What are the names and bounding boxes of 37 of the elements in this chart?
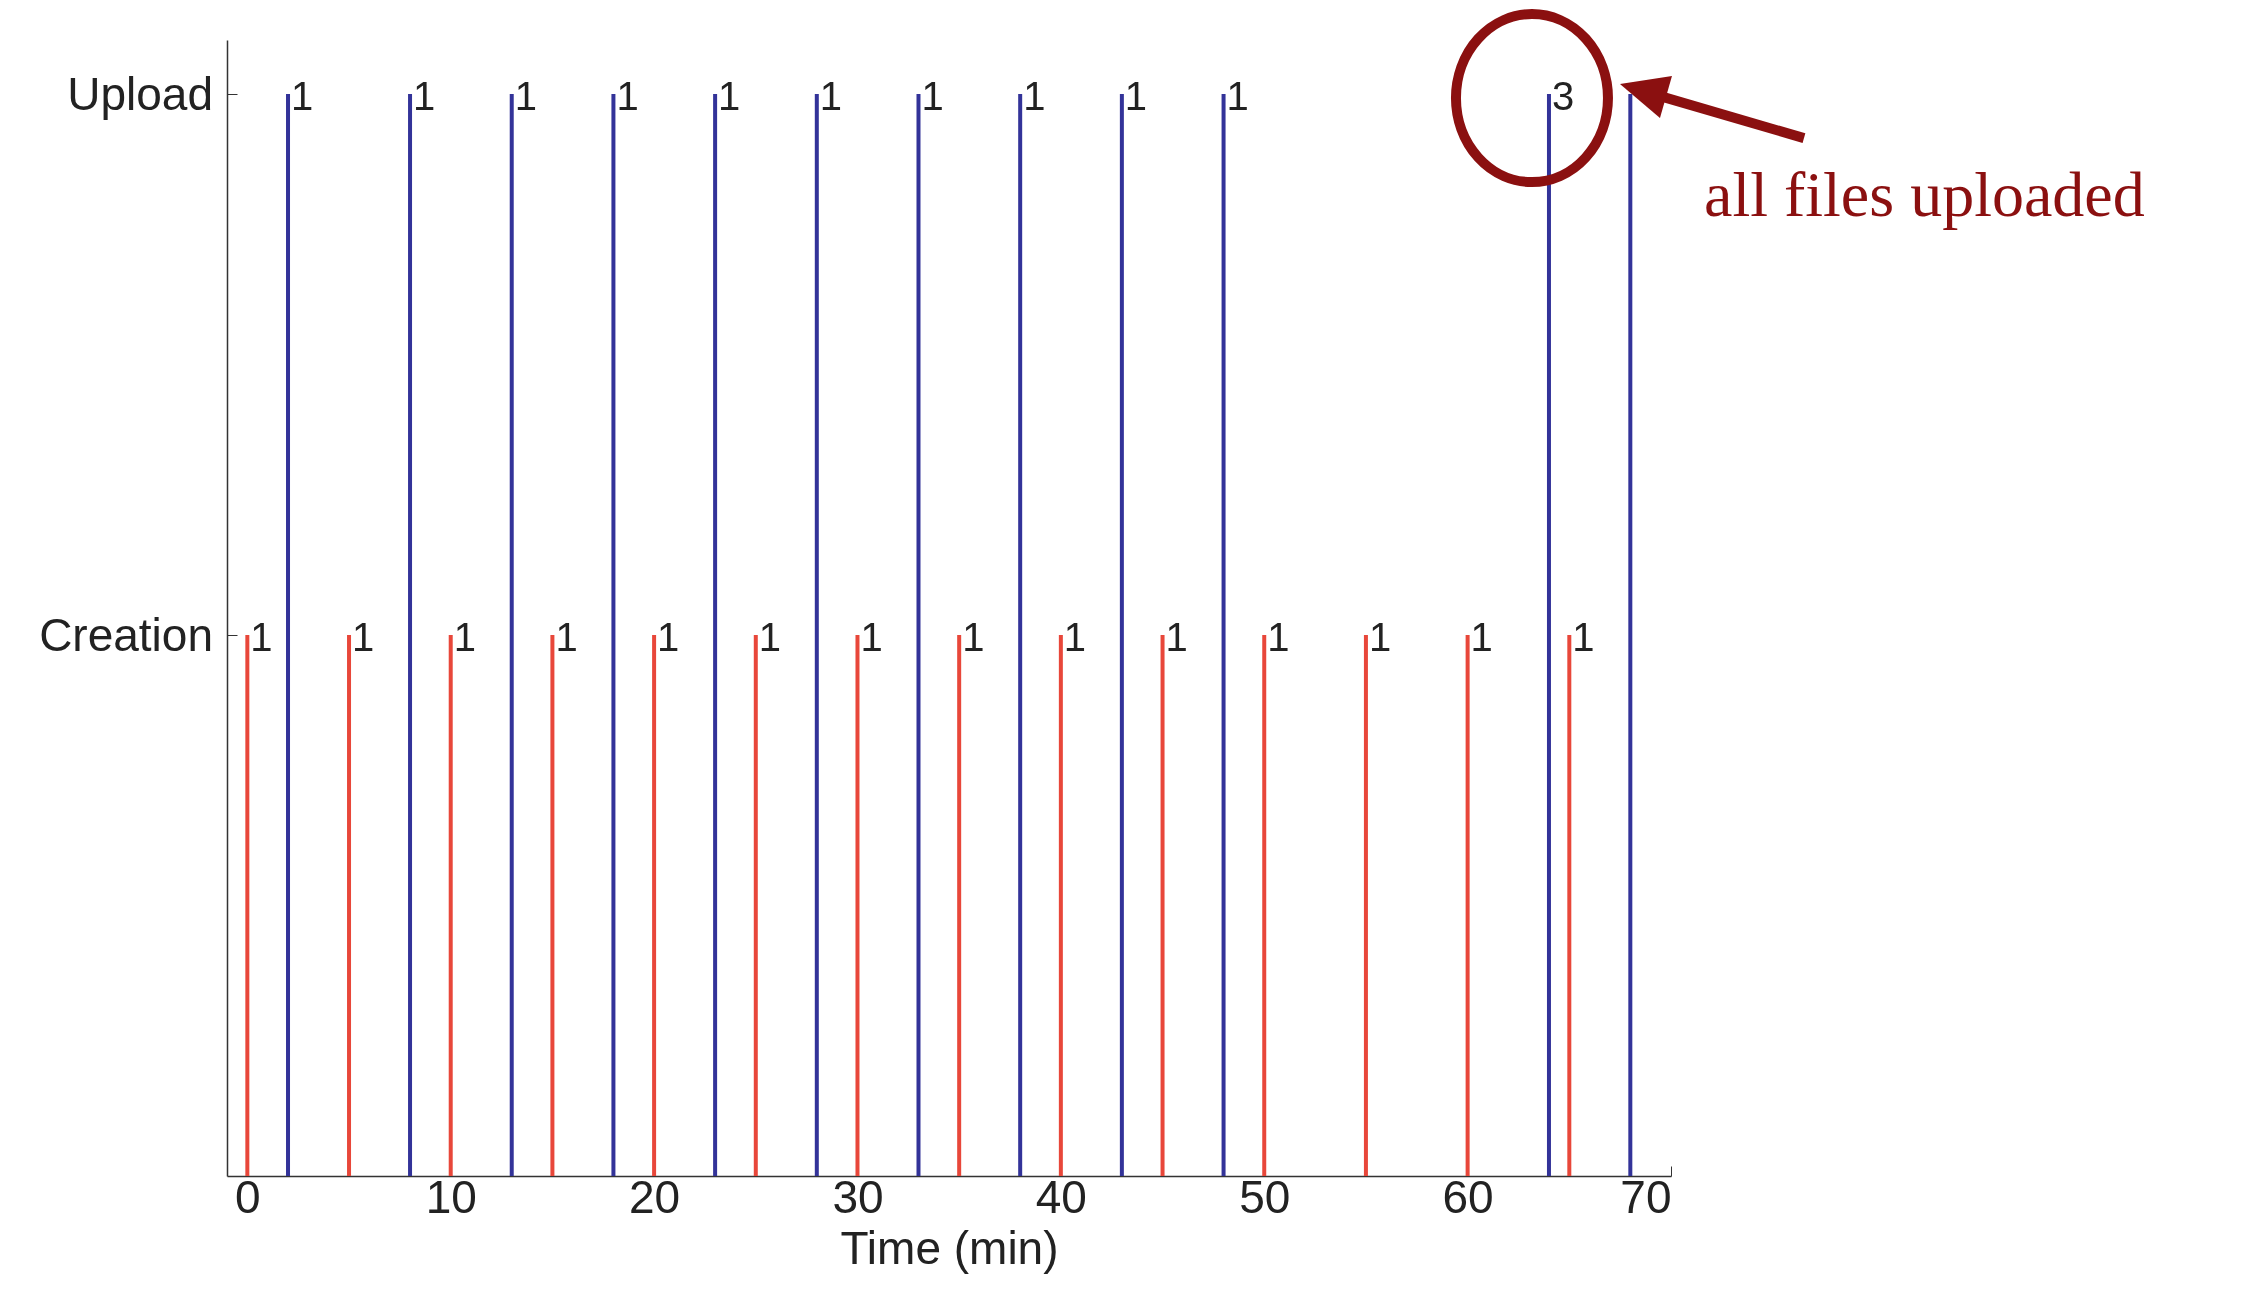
annotation: 1 <box>1470 615 1493 660</box>
x-tick-label: 50 <box>1239 1170 1291 1223</box>
x-tick-label: 0 <box>235 1170 261 1223</box>
annotation: 1 <box>352 615 375 660</box>
annotation: 1 <box>616 74 639 119</box>
annotation: 1 <box>453 615 476 660</box>
x-tick-label: 20 <box>629 1170 681 1223</box>
series-label: Upload <box>67 68 213 121</box>
annotation: 1 <box>1226 74 1249 119</box>
annotation: 1 <box>1368 615 1392 660</box>
annotation: 1 <box>860 615 883 660</box>
annotation: 1 <box>1063 615 1087 660</box>
annotation: 3 <box>1551 74 1575 119</box>
annotation: 1 <box>1267 615 1290 660</box>
x-tick-label: 30 <box>832 1170 884 1223</box>
annotation: 1 <box>413 74 436 119</box>
annotation: 1 <box>1023 74 1046 119</box>
annotation: 1 <box>555 615 578 660</box>
x-tick-label: 10 <box>425 1170 477 1223</box>
annotation: 1 <box>514 74 537 119</box>
annotation: 1 <box>291 74 314 119</box>
annotation: 1 <box>1165 615 1188 660</box>
annotation: 1 <box>250 615 273 660</box>
x-tick-label: 70 <box>1620 1170 1672 1223</box>
x-tick-label: 40 <box>1035 1170 1087 1223</box>
annotation: all files uploaded <box>1703 159 2145 231</box>
annotation: 1 <box>718 74 741 119</box>
x-axis-title: Time (min) <box>840 1221 1059 1274</box>
annotation: 1 <box>819 74 843 119</box>
annotation: 1 <box>962 615 985 660</box>
annotation: 1 <box>1124 74 1148 119</box>
annotation: 1 <box>657 615 680 660</box>
annotation: 1 <box>758 615 782 660</box>
series-label: Creation <box>39 609 213 662</box>
annotation: 1 <box>921 74 944 119</box>
annotation: 1 <box>1572 615 1595 660</box>
x-tick-label: 60 <box>1442 1170 1494 1223</box>
